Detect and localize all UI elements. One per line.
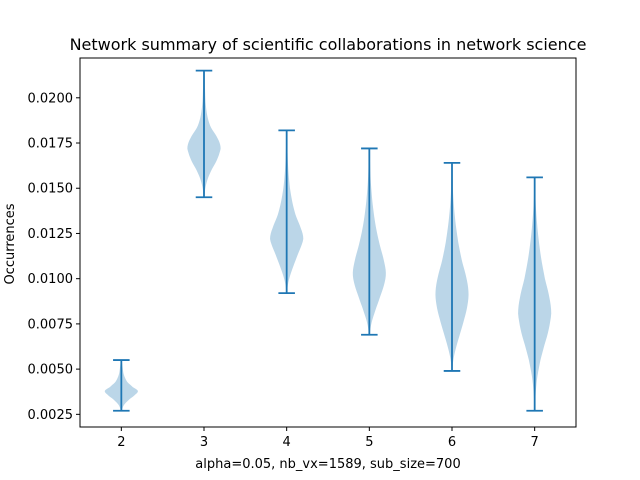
- x-tick-label: 2: [117, 435, 125, 450]
- y-tick-label: 0.0200: [28, 91, 74, 106]
- chart-title: Network summary of scientific collaborat…: [70, 35, 587, 54]
- y-tick-label: 0.0175: [28, 137, 74, 152]
- violin-group: [352, 147, 386, 336]
- axes: 2 3 4 5 6 7 0.0025 0.0050 0.0075 0.0100 0.0125 0.01…: [28, 57, 577, 450]
- plot-area: [104, 69, 552, 412]
- x-tick-label: 5: [365, 435, 373, 450]
- violin-group: [270, 129, 304, 295]
- x-tick-label: 7: [531, 435, 539, 450]
- y-axis-label: Occurrences: [3, 203, 18, 284]
- y-tick-label: 0.0150: [28, 182, 74, 197]
- violin-group: [518, 176, 552, 412]
- y-tick-label: 0.0050: [28, 363, 74, 378]
- violin-group: [104, 359, 138, 412]
- x-tick-label: 4: [283, 435, 291, 450]
- y-tick-label: 0.0100: [28, 272, 74, 287]
- y-tick-label: 0.0125: [28, 227, 74, 242]
- violin-group: [435, 162, 469, 372]
- x-tick-label: 6: [448, 435, 456, 450]
- violin-group: [187, 69, 221, 199]
- y-tick-label: 0.0075: [28, 317, 74, 332]
- x-axis-label: alpha=0.05, nb_vx=1589, sub_size=700: [195, 457, 460, 472]
- x-tick-label: 3: [200, 435, 208, 450]
- y-tick-label: 0.0025: [28, 408, 74, 423]
- plot-frame: [79, 57, 577, 428]
